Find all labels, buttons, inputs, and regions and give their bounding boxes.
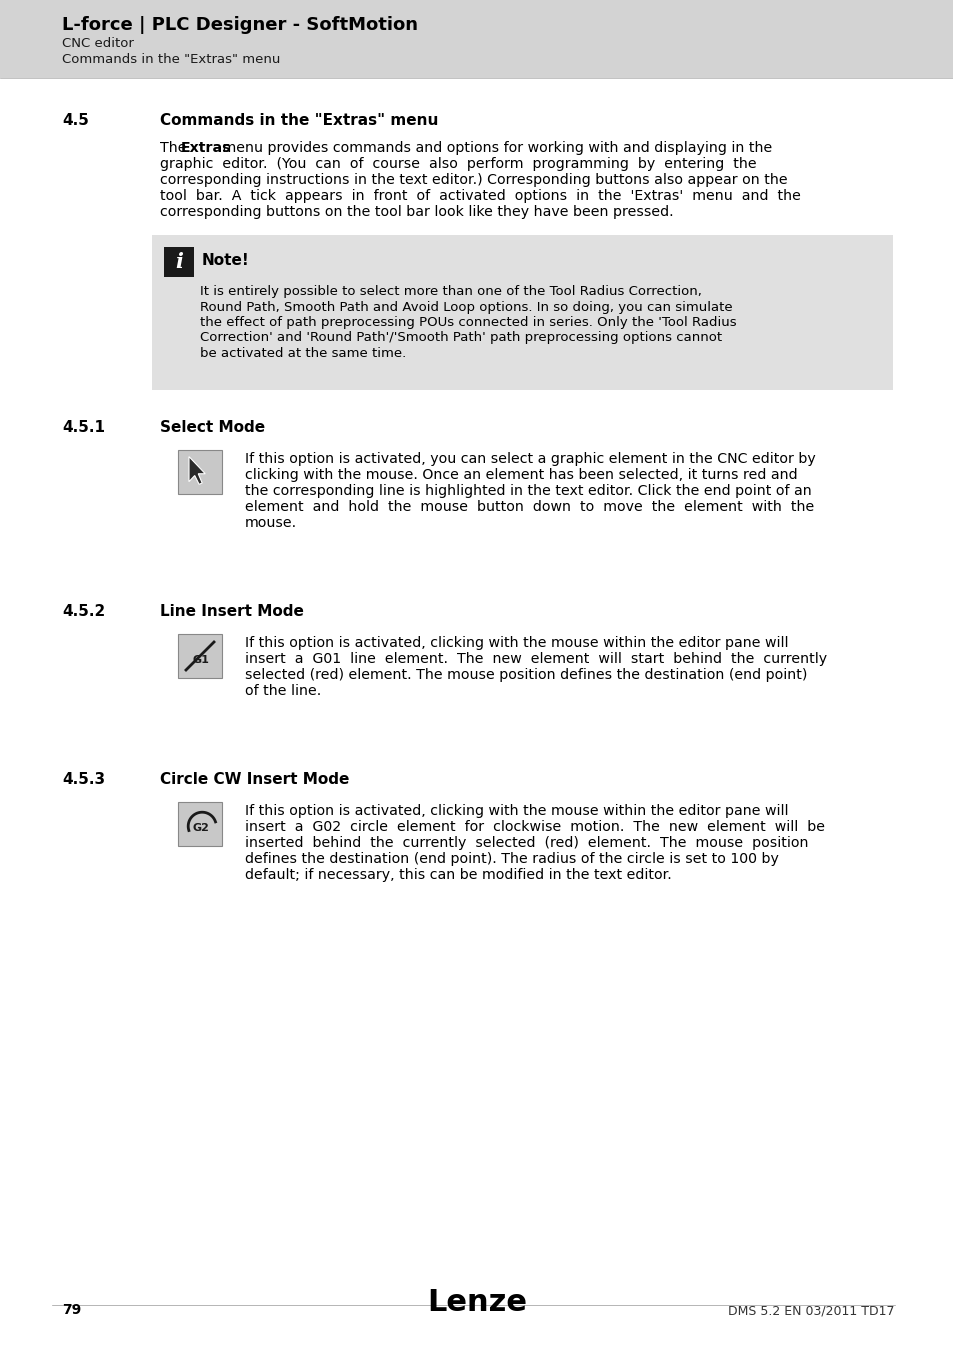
Text: tool  bar.  A  tick  appears  in  front  of  activated  options  in  the  'Extra: tool bar. A tick appears in front of act… [160, 189, 800, 202]
Bar [164, 247, 193, 277]
Text: element  and  hold  the  mouse  button  down  to  move  the  element  with  the: element and hold the mouse button down t… [245, 500, 814, 514]
Text: Round Path, Smooth Path and Avoid Loop options. In so doing, you can simulate: Round Path, Smooth Path and Avoid Loop o… [200, 301, 732, 313]
Text: inserted  behind  the  currently  selected  (red)  element.  The  mouse  positio: inserted behind the currently selected (… [245, 836, 807, 850]
Text: Note!: Note! [202, 252, 250, 269]
Text: the corresponding line is highlighted in the text editor. Click the end point of: the corresponding line is highlighted in… [245, 485, 811, 498]
Text: Lenze: Lenze [427, 1288, 526, 1318]
Text: mouse.: mouse. [245, 516, 296, 531]
Text: of the line.: of the line. [245, 684, 321, 698]
Text: Commands in the "Extras" menu: Commands in the "Extras" menu [62, 53, 280, 66]
Bar [178, 450, 222, 494]
Text: G1: G1 [192, 655, 209, 666]
Text: CNC editor: CNC editor [62, 36, 133, 50]
Text: corresponding buttons on the tool bar look like they have been pressed.: corresponding buttons on the tool bar lo… [160, 205, 673, 219]
Text: G2: G2 [192, 824, 209, 833]
Text: 4.5.3: 4.5.3 [62, 772, 105, 787]
Text: 4.5: 4.5 [62, 113, 89, 128]
Text: Commands in the "Extras" menu: Commands in the "Extras" menu [160, 113, 438, 128]
Text: Select Mode: Select Mode [160, 420, 265, 435]
Text: Correction' and 'Round Path'/'Smooth Path' path preprocessing options cannot: Correction' and 'Round Path'/'Smooth Pat… [200, 332, 721, 344]
Text: 4.5.1: 4.5.1 [62, 420, 105, 435]
Text: It is entirely possible to select more than one of the Tool Radius Correction,: It is entirely possible to select more t… [200, 285, 701, 298]
Text: menu provides commands and options for working with and displaying in the: menu provides commands and options for w… [217, 140, 771, 155]
Text: clicking with the mouse. Once an element has been selected, it turns red and: clicking with the mouse. Once an element… [245, 468, 797, 482]
Text: defines the destination (end point). The radius of the circle is set to 100 by: defines the destination (end point). The… [245, 852, 778, 865]
Text: L-force | PLC Designer - SoftMotion: L-force | PLC Designer - SoftMotion [62, 16, 417, 34]
Text: Extras: Extras [181, 140, 232, 155]
Text: selected (red) element. The mouse position defines the destination (end point): selected (red) element. The mouse positi… [245, 668, 806, 682]
Text: 79: 79 [62, 1303, 81, 1318]
Text: the effect of path preprocessing POUs connected in series. Only the 'Tool Radius: the effect of path preprocessing POUs co… [200, 316, 736, 329]
Bar [152, 235, 892, 390]
Bar [178, 634, 222, 678]
Text: If this option is activated, you can select a graphic element in the CNC editor : If this option is activated, you can sel… [245, 452, 815, 466]
Text: insert  a  G01  line  element.  The  new  element  will  start  behind  the  cur: insert a G01 line element. The new eleme… [245, 652, 826, 666]
Text: graphic  editor.  (You  can  of  course  also  perform  programming  by  enterin: graphic editor. (You can of course also … [160, 157, 756, 171]
Text: corresponding instructions in the text editor.) Corresponding buttons also appea: corresponding instructions in the text e… [160, 173, 787, 188]
Text: i: i [175, 252, 183, 271]
Bar [0, 0, 953, 78]
Bar [178, 802, 222, 846]
Text: DMS 5.2 EN 03/2011 TD17: DMS 5.2 EN 03/2011 TD17 [728, 1304, 894, 1318]
Text: 4.5.2: 4.5.2 [62, 603, 105, 620]
Text: The: The [160, 140, 191, 155]
Text: be activated at the same time.: be activated at the same time. [200, 347, 406, 360]
Text: Line Insert Mode: Line Insert Mode [160, 603, 304, 620]
Text: If this option is activated, clicking with the mouse within the editor pane will: If this option is activated, clicking wi… [245, 636, 788, 649]
Text: Circle CW Insert Mode: Circle CW Insert Mode [160, 772, 349, 787]
Text: default; if necessary, this can be modified in the text editor.: default; if necessary, this can be modif… [245, 868, 671, 882]
Polygon shape [189, 456, 205, 485]
Text: If this option is activated, clicking with the mouse within the editor pane will: If this option is activated, clicking wi… [245, 805, 788, 818]
Text: insert  a  G02  circle  element  for  clockwise  motion.  The  new  element  wil: insert a G02 circle element for clockwis… [245, 819, 824, 834]
